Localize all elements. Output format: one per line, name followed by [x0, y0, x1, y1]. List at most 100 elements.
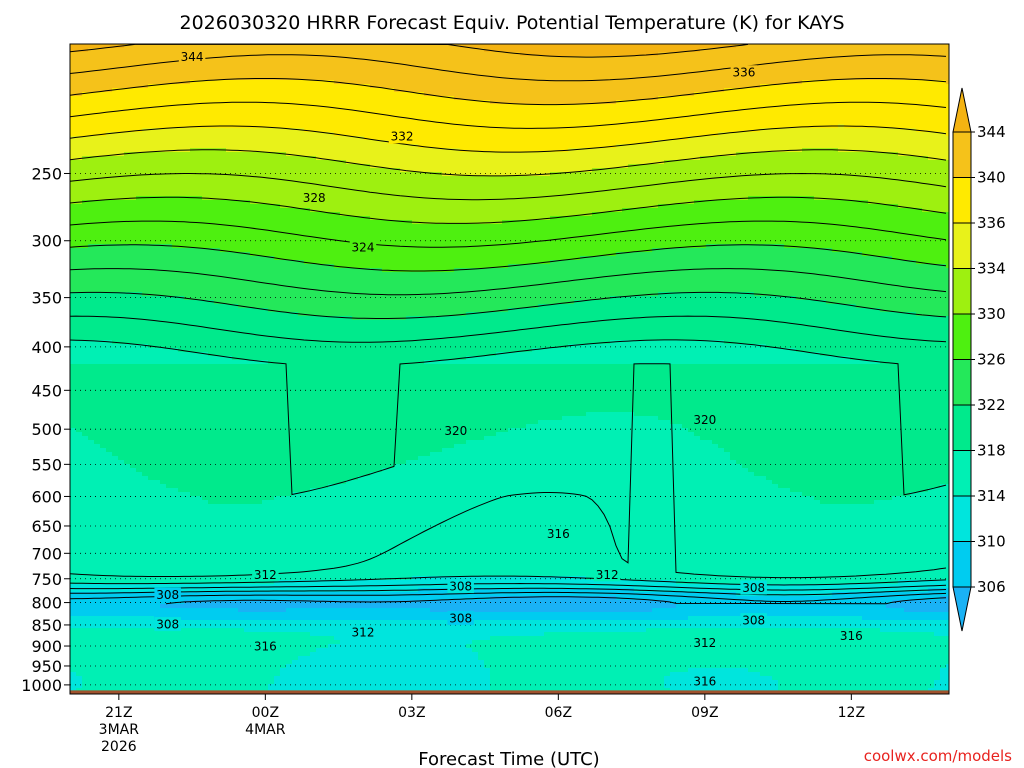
- band-cell: [340, 100, 347, 105]
- band-cell: [544, 72, 551, 77]
- band-cell: [688, 164, 695, 169]
- band-cell: [472, 128, 479, 133]
- band-cell: [898, 116, 905, 121]
- band-cell: [190, 152, 197, 157]
- band-cell: [664, 68, 671, 73]
- band-cell: [652, 136, 659, 141]
- band-cell: [214, 140, 221, 145]
- band-cell: [526, 168, 533, 173]
- band-cell: [388, 52, 395, 57]
- band-cell: [670, 112, 677, 117]
- band-cell: [310, 148, 317, 153]
- band-cell: [196, 160, 203, 165]
- band-cell: [304, 116, 311, 121]
- band-cell: [820, 108, 827, 113]
- band-cell: [862, 48, 869, 53]
- band-cell: [484, 84, 491, 89]
- band-cell: [760, 88, 767, 93]
- band-cell: [562, 132, 569, 137]
- band-cell: [574, 84, 581, 89]
- band-cell: [598, 52, 605, 57]
- band-cell: [310, 100, 317, 105]
- band-cell: [640, 108, 647, 113]
- band-cell: [898, 104, 905, 109]
- band-cell: [508, 144, 515, 149]
- band-cell: [238, 176, 245, 181]
- band-cell: [274, 88, 281, 93]
- band-cell: [286, 88, 293, 93]
- band-cell: [556, 116, 563, 121]
- band-cell: [874, 168, 881, 173]
- band-cell: [298, 176, 305, 181]
- band-cell: [358, 100, 365, 105]
- band-cell: [700, 56, 707, 61]
- band-cell: [760, 168, 767, 173]
- band-cell: [76, 56, 83, 61]
- band-cell: [802, 120, 809, 125]
- band-cell: [646, 144, 653, 149]
- band-cell: [694, 108, 701, 113]
- band-cell: [910, 80, 917, 85]
- band-cell: [214, 68, 221, 73]
- band-cell: [730, 100, 737, 105]
- band-cell: [838, 104, 845, 109]
- band-cell: [616, 128, 623, 133]
- band-cell: [310, 144, 317, 149]
- band-cell: [892, 56, 899, 61]
- band-cell: [628, 176, 635, 181]
- band-cell: [310, 176, 317, 181]
- band-cell: [430, 176, 437, 181]
- band-cell: [220, 60, 227, 65]
- band-cell: [730, 124, 737, 129]
- band-cell: [502, 56, 509, 61]
- band-cell: [880, 160, 887, 165]
- band-cell: [820, 44, 827, 49]
- band-cell: [496, 128, 503, 133]
- band-cell: [214, 84, 221, 89]
- band-cell: [310, 64, 317, 69]
- band-cell: [406, 48, 413, 53]
- band-cell: [766, 76, 773, 81]
- band-cell: [232, 116, 239, 121]
- band-cell: [586, 160, 593, 165]
- band-cell: [802, 116, 809, 121]
- band-cell: [610, 108, 617, 113]
- band-cell: [406, 148, 413, 153]
- band-cell: [574, 160, 581, 165]
- band-cell: [706, 172, 713, 177]
- band-cell: [142, 80, 149, 85]
- band-cell: [400, 148, 407, 153]
- band-cell: [526, 68, 533, 73]
- band-cell: [646, 136, 653, 141]
- band-cell: [748, 156, 755, 161]
- band-cell: [844, 96, 851, 101]
- band-cell: [520, 68, 527, 73]
- band-cell: [394, 124, 401, 129]
- band-cell: [232, 72, 239, 77]
- band-cell: [292, 52, 299, 57]
- band-cell: [172, 160, 179, 165]
- band-cell: [370, 128, 377, 133]
- band-cell: [496, 136, 503, 141]
- band-cell: [88, 140, 95, 145]
- band-cell: [820, 160, 827, 165]
- band-cell: [700, 140, 707, 145]
- band-cell: [406, 68, 413, 73]
- band-cell: [892, 64, 899, 69]
- band-cell: [940, 116, 947, 121]
- band-cell: [712, 140, 719, 145]
- band-cell: [916, 172, 923, 177]
- band-cell: [316, 108, 323, 113]
- band-cell: [142, 168, 149, 173]
- band-cell: [496, 84, 503, 89]
- band-cell: [370, 160, 377, 165]
- band-cell: [256, 72, 263, 77]
- band-cell: [940, 44, 947, 49]
- band-cell: [664, 92, 671, 97]
- band-cell: [868, 96, 875, 101]
- band-cell: [322, 60, 329, 65]
- band-cell: [184, 132, 191, 137]
- band-cell: [412, 56, 419, 61]
- band-cell: [400, 124, 407, 129]
- band-cell: [748, 104, 755, 109]
